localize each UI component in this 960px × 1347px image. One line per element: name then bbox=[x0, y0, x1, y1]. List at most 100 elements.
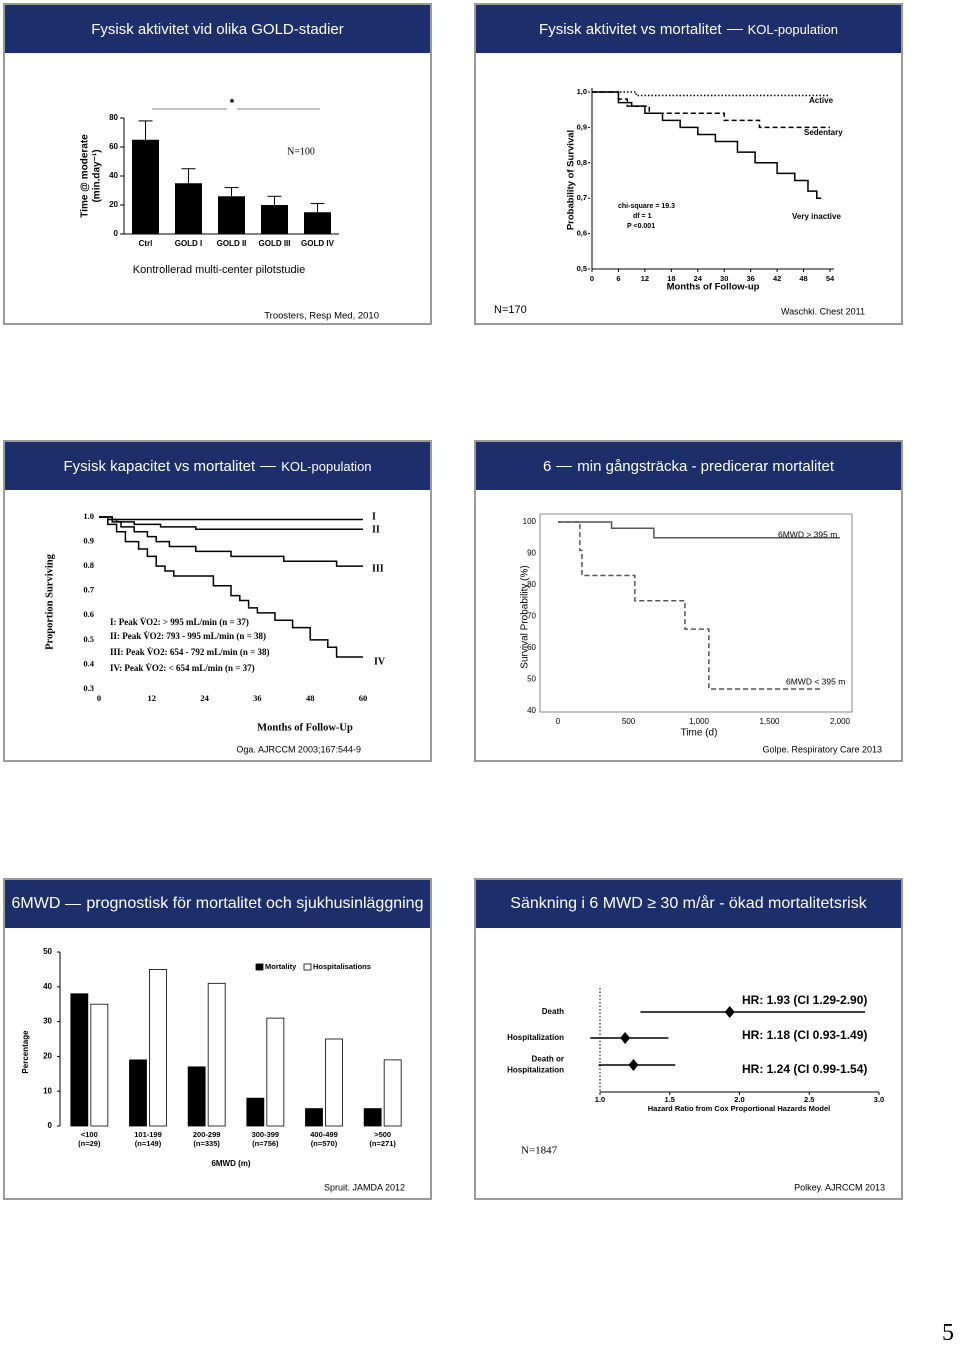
x-tick-label: 101-199 bbox=[134, 1130, 162, 1139]
series-label: Very inactive bbox=[792, 212, 841, 221]
x-tick-label: 1,500 bbox=[759, 717, 780, 726]
x-tick-label: 1,000 bbox=[689, 717, 710, 726]
y-axis-label: Time @ moderate bbox=[80, 134, 91, 218]
slide-body: Oga. AJRCCM 2003;167:544-9 0.3 0.4 0.5 0.6 0… bbox=[44, 511, 385, 754]
x-tick-label: 300-399 bbox=[252, 1130, 280, 1139]
slide: Fysisk kapacitet vs mortalitet KOL-popula… bbox=[3, 440, 432, 762]
hazard-ratio-point bbox=[620, 1032, 631, 1044]
annotation: N=100 bbox=[287, 146, 315, 157]
y-tick-label: 10 bbox=[43, 1086, 52, 1095]
series-label: 6MWD < 395 m bbox=[786, 676, 845, 686]
value-label: HR: 1.24 (CI 0.99-1.54) bbox=[742, 1062, 867, 1076]
hazard-ratio-point bbox=[724, 1006, 735, 1018]
title-dash bbox=[260, 465, 277, 467]
y-tick-label: 20 bbox=[109, 200, 118, 209]
slide: 6 min gångsträcka - predicerar mortalitet… bbox=[474, 440, 903, 762]
row-label: Hospitalization bbox=[507, 1066, 564, 1075]
survival-curve bbox=[592, 91, 830, 97]
bar bbox=[246, 1097, 265, 1127]
slide-title: Fysisk kapacitet vs mortalitet bbox=[63, 457, 256, 475]
x-tick-label: 500 bbox=[622, 717, 636, 726]
slide-body: N=1847 Polkey. AJRCCM 2013 1.0 1.5 2.0 2.5 3… bbox=[507, 988, 885, 1192]
caption: Kontrollerad multi-center pilotstudie bbox=[133, 264, 305, 276]
y-tick-label: 30 bbox=[43, 1017, 52, 1026]
survival-curve bbox=[99, 516, 363, 521]
slide-body: Spruit. JAMDA 2012 0 10 20 30 40 50 <100(n=29)… bbox=[21, 947, 405, 1192]
y-tick-label: 80 bbox=[527, 580, 536, 589]
slide-title-bar: Fysisk aktivitet vid olika GOLD-stadier bbox=[5, 5, 430, 53]
y-tick-label: 0.5 bbox=[83, 634, 94, 644]
y-tick-label: 60 bbox=[109, 142, 118, 151]
x-tick-label: 18 bbox=[667, 274, 675, 283]
slide-title-bar: 6MWD prognostisk för mortalitet och sjukh… bbox=[5, 880, 430, 928]
y-tick-label: 40 bbox=[43, 982, 52, 991]
slide: Fysisk aktivitet vid olika GOLD-stadier … bbox=[3, 3, 432, 325]
annotation: P <0.001 bbox=[627, 223, 655, 230]
y-tick-label: 50 bbox=[43, 947, 52, 956]
legend-swatch bbox=[303, 963, 312, 971]
value-label: HR: 1.93 (CI 1.29-2.90) bbox=[742, 993, 867, 1007]
survival-curve bbox=[99, 516, 363, 567]
source: Waschki. Chest 2011 bbox=[781, 306, 865, 316]
y-tick-label: 0.7 bbox=[83, 585, 94, 595]
plot-frame bbox=[539, 513, 853, 713]
x-axis-label: 6MWD (m) bbox=[211, 1159, 250, 1168]
slide: Sänkning i 6 MWD ≥ 30 m/år - ökad mortal… bbox=[474, 878, 903, 1200]
x-axis-label: Time (d) bbox=[681, 728, 718, 739]
bar bbox=[187, 1066, 206, 1127]
annotation: df = 1 bbox=[633, 213, 652, 220]
note: N=170 bbox=[494, 304, 527, 316]
y-tick-label: 20 bbox=[43, 1052, 52, 1061]
series-label: 6MWD > 395 m bbox=[778, 529, 837, 539]
annotation: chi-square = 19.3 bbox=[618, 203, 675, 210]
x-tick-label: 24 bbox=[200, 693, 209, 703]
legend-description: III: Peak V̇O2: 654 - 792 mL/min (n = 38… bbox=[110, 647, 270, 657]
slide-title-bar: 6 min gångsträcka - predicerar mortalitet bbox=[476, 442, 901, 490]
legend-description: IV: Peak V̇O2: < 654 mL/min (n = 37) bbox=[110, 663, 255, 673]
bar bbox=[70, 993, 89, 1127]
x-tick-label: 3.0 bbox=[874, 1095, 884, 1104]
x-tick-label: 0 bbox=[556, 717, 561, 726]
y-tick-label: 0.6 bbox=[83, 609, 94, 619]
slide-title-bar: Sänkning i 6 MWD ≥ 30 m/år - ökad mortal… bbox=[476, 880, 901, 928]
x-tick-sublabel: (n=335) bbox=[193, 1139, 220, 1148]
y-tick-label: 1,0 bbox=[577, 87, 587, 96]
annotation: * bbox=[230, 96, 235, 110]
y-tick-label: 0,6 bbox=[577, 229, 587, 238]
x-tick-label: 0 bbox=[97, 693, 101, 703]
slide-title: prognostisk för mortalitet och sjukhusin… bbox=[86, 895, 424, 912]
hazard-ratio-point bbox=[628, 1059, 639, 1071]
survival-curve bbox=[558, 521, 822, 690]
row-label: Death bbox=[542, 1007, 564, 1016]
note: N=1847 bbox=[521, 1145, 558, 1157]
x-tick-sublabel: (n=570) bbox=[311, 1139, 338, 1148]
bar bbox=[218, 196, 245, 234]
x-tick-label: <100 bbox=[81, 1130, 98, 1139]
x-tick-label: Ctrl bbox=[139, 239, 153, 248]
bar bbox=[325, 1038, 343, 1127]
legend-description: II: Peak V̇O2: 793 - 995 mL/min (n = 38) bbox=[110, 631, 266, 641]
legend-label: Hospitalisations bbox=[313, 962, 371, 971]
slide-title: 6MWD bbox=[11, 895, 61, 912]
y-tick-label: 0.9 bbox=[83, 536, 94, 546]
page-number: 5 bbox=[942, 1320, 954, 1346]
legend-description: I: Peak V̇O2: > 995 mL/min (n = 37) bbox=[110, 617, 249, 627]
slide-title-bar: Fysisk aktivitet vs mortalitet KOL-popula… bbox=[476, 5, 901, 53]
x-tick-label: 400-499 bbox=[310, 1130, 338, 1139]
x-tick-label: 48 bbox=[799, 274, 807, 283]
y-tick-label: 0.4 bbox=[83, 658, 94, 668]
legend-swatch bbox=[255, 963, 264, 971]
y-tick-label: 0 bbox=[114, 229, 119, 238]
x-tick-label: 54 bbox=[826, 274, 835, 283]
slide-title: min gångsträcka - predicerar mortalitet bbox=[577, 457, 835, 475]
bar bbox=[305, 1108, 323, 1127]
survival-curve bbox=[592, 91, 830, 129]
x-tick-label: 2.5 bbox=[804, 1095, 814, 1104]
row-label: Hospitalization bbox=[507, 1033, 564, 1042]
legend-label: Mortality bbox=[265, 962, 297, 971]
bar bbox=[175, 183, 202, 234]
x-tick-label: 30 bbox=[720, 274, 728, 283]
x-tick-label: 36 bbox=[746, 274, 754, 283]
y-axis-label: Survival Probability (%) bbox=[520, 565, 531, 668]
